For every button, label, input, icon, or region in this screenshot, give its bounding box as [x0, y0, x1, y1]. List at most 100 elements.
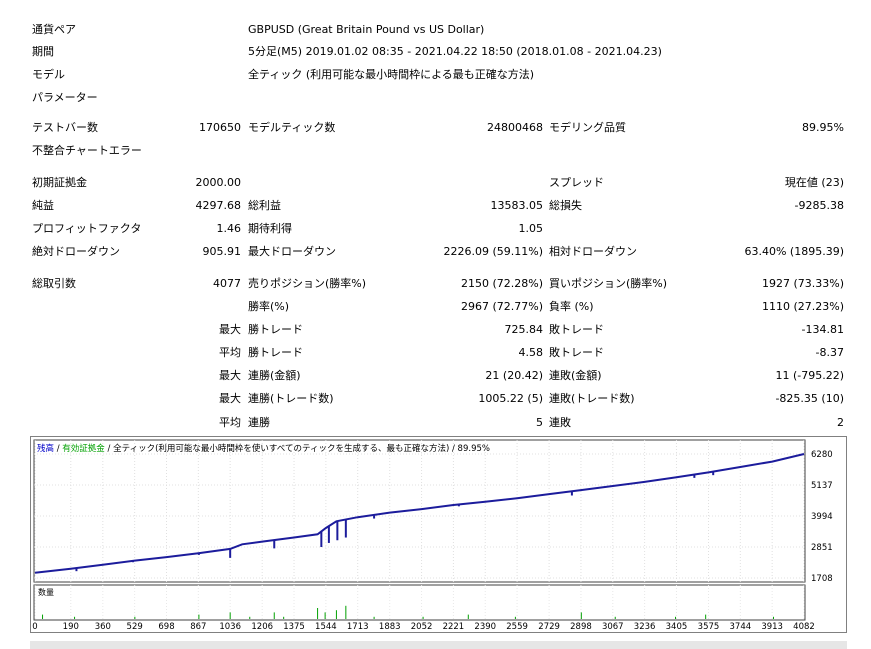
drawdown-row: 絶対ドローダウン 905.91 最大ドローダウン 2226.09 (59.11%…	[0, 243, 871, 261]
legend-sep-2: /	[105, 444, 113, 454]
net-label: 純益	[32, 199, 54, 212]
spread-label: スプレッド	[549, 176, 604, 189]
max-dd-label: 最大ドローダウン	[248, 245, 336, 258]
x-tick-label: 360	[95, 622, 111, 632]
balance-chart: 6280 5137 3994 2851 1708 0 190 360 529 698 867 103…	[30, 436, 847, 633]
x-tick-label: 1713	[347, 622, 369, 632]
long-value: 1927 (73.33%)	[761, 277, 844, 290]
net-value: 4297.68	[195, 199, 242, 212]
x-tick-label: 0	[32, 622, 37, 632]
pf-row: プロフィットファクタ 1.46 期待利得 1.05	[0, 220, 871, 238]
bottom-table-strip	[30, 641, 847, 649]
legend-model: 全ティック(利用可能な最小時間枠を使いすべてのティックを生成する、最も正確な方法…	[113, 443, 449, 454]
largest-loss-value: -134.81	[801, 323, 844, 336]
avg-cons-wins-value: 5	[536, 416, 543, 429]
largest-loss-label: 敗トレード	[549, 323, 604, 336]
x-tick-label: 2221	[443, 622, 465, 632]
deposit-label: 初期証拠金	[32, 176, 87, 189]
x-tick-label: 867	[190, 622, 206, 632]
total-trades-value: 4077	[213, 277, 241, 290]
symbol-value: GBPUSD (Great Britain Pound vs US Dollar…	[248, 23, 485, 36]
errors-row: 不整合チャートエラー	[0, 142, 871, 160]
period-label: 期間	[32, 45, 54, 58]
x-tick-label: 2052	[411, 622, 433, 632]
long-label: 買いポジション(勝率%)	[549, 277, 668, 290]
avg-word: 平均	[219, 416, 241, 429]
y-tick-label: 6280	[811, 450, 833, 460]
gross-loss-value: -9285.38	[794, 199, 844, 212]
winrate-row: 勝率(%) 2967 (72.77%) 負率 (%) 1110 (27.23%)	[0, 298, 871, 316]
largest-win-value: 725.84	[504, 323, 544, 336]
y-tick-label: 1708	[811, 574, 833, 584]
gross-profit-label: 総利益	[248, 199, 281, 212]
abs-dd-label: 絶対ドローダウン	[32, 245, 120, 258]
model-label: モデル	[32, 68, 65, 81]
symbol-label: 通貨ペア	[32, 23, 76, 36]
total-trades-row: 総取引数 4077 売りポジション(勝率%) 2150 (72.28%) 買いポ…	[0, 275, 871, 293]
avg-cons-wins-label: 連勝	[248, 416, 270, 429]
deposit-row: 初期証拠金 2000.00 スプレッド 現在値 (23)	[0, 174, 871, 192]
y-tick-label: 3994	[811, 512, 833, 522]
period-value: 5分足(M5) 2019.01.02 08:35 - 2021.04.22 18…	[248, 45, 662, 58]
x-tick-label: 1883	[379, 622, 401, 632]
quality-label: モデリング品質	[549, 121, 626, 134]
x-tick-label: 2898	[570, 622, 592, 632]
cons-loss-value: -825.35 (10)	[775, 392, 844, 405]
cons-wins-money-label: 連勝(金額)	[248, 369, 301, 382]
avg-win-value: 4.58	[518, 346, 544, 359]
cons-profit-label: 連勝(トレード数)	[248, 392, 334, 405]
net-row: 純益 4297.68 総利益 13583.05 総損失 -9285.38	[0, 197, 871, 215]
model-value: 全ティック (利用可能な最小時間枠による最も正確な方法)	[248, 68, 535, 81]
abs-dd-value: 905.91	[202, 245, 242, 258]
legend-balance: 残高	[37, 443, 54, 454]
bars-row: テストバー数 170650 モデルティック数 24800468 モデリング品質 …	[0, 119, 871, 137]
x-tick-label: 3744	[730, 622, 752, 632]
cons-losses-money-label: 連敗(金額)	[549, 369, 602, 382]
avg-loss-value: -8.37	[815, 346, 844, 359]
x-tick-label: 190	[63, 622, 79, 632]
cons-money-row: 最大 連勝(金額) 21 (20.42) 連敗(金額) 11 (-795.22)	[0, 367, 871, 385]
x-tick-label: 3067	[602, 622, 624, 632]
x-tick-label: 1375	[283, 622, 305, 632]
total-trades-label: 総取引数	[32, 277, 76, 290]
win-value: 2967 (72.77%)	[460, 300, 543, 313]
cons-losses-money-value: 11 (-795.22)	[775, 369, 844, 382]
avg-cons-losses-value: 2	[837, 416, 844, 429]
x-tick-label: 1036	[219, 622, 241, 632]
x-tick-label: 1206	[251, 622, 273, 632]
params-label: パラメーター	[32, 91, 98, 104]
errors-label: 不整合チャートエラー	[32, 144, 142, 157]
expected-label: 期待利得	[248, 222, 292, 235]
deposit-value: 2000.00	[195, 176, 242, 189]
bars-label: テストバー数	[32, 121, 98, 134]
rel-dd-value: 63.40% (1895.39)	[744, 245, 844, 258]
largest-row: 最大 勝トレード 725.84 敗トレード -134.81	[0, 321, 871, 339]
avg-loss-label: 敗トレード	[549, 346, 604, 359]
x-tick-label: 2559	[506, 622, 528, 632]
short-label: 売りポジション(勝率%)	[248, 277, 367, 290]
params-row: パラメーター	[0, 89, 871, 107]
period-row: 期間 5分足(M5) 2019.01.02 08:35 - 2021.04.22…	[0, 43, 871, 61]
spread-value: 現在値 (23)	[784, 176, 844, 189]
x-tick-label: 1544	[315, 622, 337, 632]
win-label: 勝率(%)	[248, 300, 290, 313]
gross-loss-label: 総損失	[549, 199, 582, 212]
loss-label: 負率 (%)	[549, 300, 594, 313]
balance-plot-area	[33, 439, 806, 583]
legend-quality: / 89.95%	[449, 444, 490, 454]
max-word: 最大	[219, 392, 241, 405]
expected-value: 1.05	[518, 222, 544, 235]
avg-word: 平均	[219, 346, 241, 359]
cons-profit-value: 1005.22 (5)	[478, 392, 543, 405]
x-tick-label: 3236	[634, 622, 656, 632]
pf-label: プロフィットファクタ	[32, 222, 142, 235]
loss-value: 1110 (27.23%)	[761, 300, 844, 313]
legend-sep-1: /	[54, 444, 62, 454]
max-word: 最大	[219, 369, 241, 382]
avg-cons-row: 平均 連勝 5 連敗 2	[0, 414, 871, 432]
largest-win-label: 勝トレード	[248, 323, 303, 336]
x-tick-label: 3405	[666, 622, 688, 632]
chart-legend: 残高 / 有効証拠金 / 全ティック(利用可能な最小時間枠を使いすべてのティック…	[37, 443, 490, 454]
short-value: 2150 (72.28%)	[460, 277, 543, 290]
volume-label: 数量	[38, 587, 54, 597]
